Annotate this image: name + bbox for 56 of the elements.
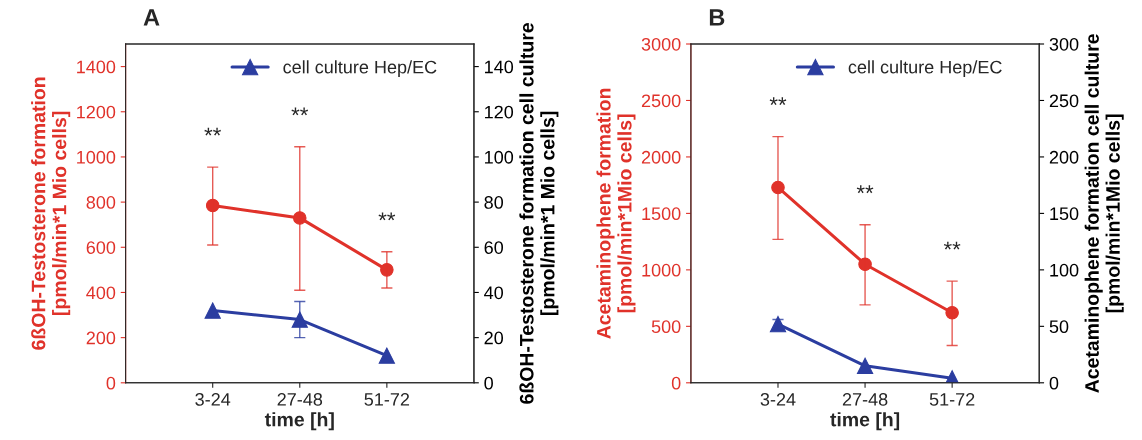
y2-tick-label: 0: [484, 376, 493, 390]
y2-tick-label: 300: [1049, 37, 1079, 51]
y-tick-label: 1000: [642, 263, 681, 277]
x-tick-label: 27-48: [842, 393, 888, 406]
point: [378, 347, 396, 364]
legend-label: cell culture Hep/EC: [283, 60, 437, 78]
y-tick-label: 3000: [641, 37, 681, 51]
y-tick-label: 2000: [641, 150, 681, 164]
y-tick-label: 1200: [77, 105, 116, 119]
x-tick-label: 3-24: [760, 393, 796, 406]
y-tick-label: 0: [671, 376, 681, 390]
y2-tick-label: 50: [1049, 320, 1069, 334]
annotation: **: [943, 241, 961, 250]
y-tick-label: 1500: [642, 207, 681, 221]
y2-tick-label: 140: [485, 60, 514, 74]
y-tick-label: 500: [651, 320, 681, 334]
y2-tick-label: 150: [1050, 207, 1079, 221]
y-tick-label: 800: [86, 196, 116, 209]
y2-tick-label: 40: [484, 286, 504, 300]
annotation: **: [856, 185, 874, 194]
y2-tick-label: 0: [1049, 376, 1059, 390]
y-tick-label: 200: [86, 331, 116, 345]
annotation: **: [378, 212, 396, 221]
y2-tick-label: 120: [485, 105, 514, 119]
y2-axis-title: Acetaminophene formation cell culture [pmol/min*1Mio cells]: [1084, 34, 1124, 393]
y-axis-title: 6ßOH-Testosterone formation [pmol/min*1 Mio cells]: [31, 77, 71, 350]
y2-tick-label: 100: [1050, 263, 1079, 277]
y2-tick-label: 100: [485, 150, 514, 164]
x-tick-label: 3-24: [195, 393, 231, 406]
point: [291, 311, 308, 328]
y-tick-label: 2500: [641, 94, 681, 108]
x-tick-label: 51-72: [929, 393, 975, 406]
y-tick-label: 400: [86, 286, 116, 300]
y-axis-title: Acetaminophene formation [pmol/min*1Mio cells]: [596, 88, 636, 339]
x-tick-label: 27-48: [277, 393, 323, 406]
x-tick-label: 51-72: [364, 393, 410, 406]
y2-axis-title: 6ßOH-Testosterone formation cell culture [pmol/min*1 Mio cells]: [519, 22, 559, 404]
y2-tick-label: 200: [1049, 150, 1079, 164]
annotation: **: [291, 107, 309, 116]
annotation: **: [769, 97, 787, 106]
annotation: **: [204, 127, 221, 136]
y2-tick-label: 250: [1049, 94, 1079, 108]
x-axis-title: time [h]: [264, 412, 334, 431]
y-tick-label: 1000: [77, 150, 116, 164]
point: [204, 302, 221, 319]
legend-label: cell culture Hep/EC: [848, 60, 1002, 78]
y-tick-label: 600: [86, 241, 116, 254]
point: [205, 198, 220, 213]
y-tick-label: 0: [106, 376, 116, 390]
y2-tick-label: 20: [484, 331, 504, 345]
chart-title: B: [709, 9, 725, 26]
y2-tick-label: 80: [484, 196, 504, 209]
y2-tick-label: 60: [484, 241, 504, 254]
chart-title: A: [143, 9, 160, 26]
y-tick-label: 1400: [77, 60, 116, 74]
x-axis-title: time [h]: [830, 412, 900, 431]
